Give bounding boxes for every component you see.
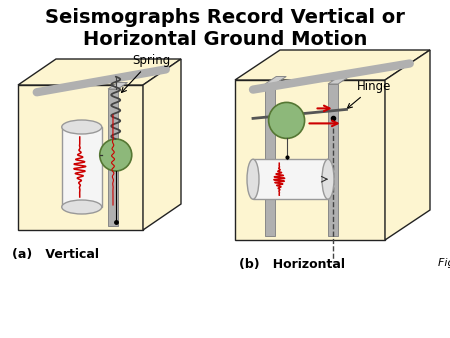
Ellipse shape	[269, 102, 305, 138]
Text: Hinge: Hinge	[347, 80, 391, 108]
Polygon shape	[18, 85, 143, 230]
Ellipse shape	[62, 200, 102, 214]
Text: (b)   Horizontal: (b) Horizontal	[239, 258, 345, 271]
Polygon shape	[18, 59, 181, 85]
Polygon shape	[265, 76, 286, 84]
Polygon shape	[108, 82, 127, 89]
Text: Fig. 18.5a,b: Fig. 18.5a,b	[438, 258, 450, 268]
Polygon shape	[265, 84, 275, 236]
Ellipse shape	[100, 139, 132, 171]
Polygon shape	[328, 76, 349, 84]
Ellipse shape	[62, 120, 102, 134]
Ellipse shape	[322, 159, 334, 199]
Polygon shape	[235, 50, 430, 80]
Text: Spring: Spring	[122, 54, 170, 93]
Text: Seismographs Record Vertical or
Horizontal Ground Motion: Seismographs Record Vertical or Horizont…	[45, 8, 405, 49]
Polygon shape	[235, 80, 385, 240]
Polygon shape	[253, 159, 328, 199]
Polygon shape	[108, 89, 118, 226]
Polygon shape	[328, 84, 338, 236]
Text: (a)   Vertical: (a) Vertical	[12, 248, 99, 261]
Ellipse shape	[247, 159, 259, 199]
Polygon shape	[385, 50, 430, 240]
Polygon shape	[143, 59, 181, 230]
Polygon shape	[62, 127, 102, 207]
